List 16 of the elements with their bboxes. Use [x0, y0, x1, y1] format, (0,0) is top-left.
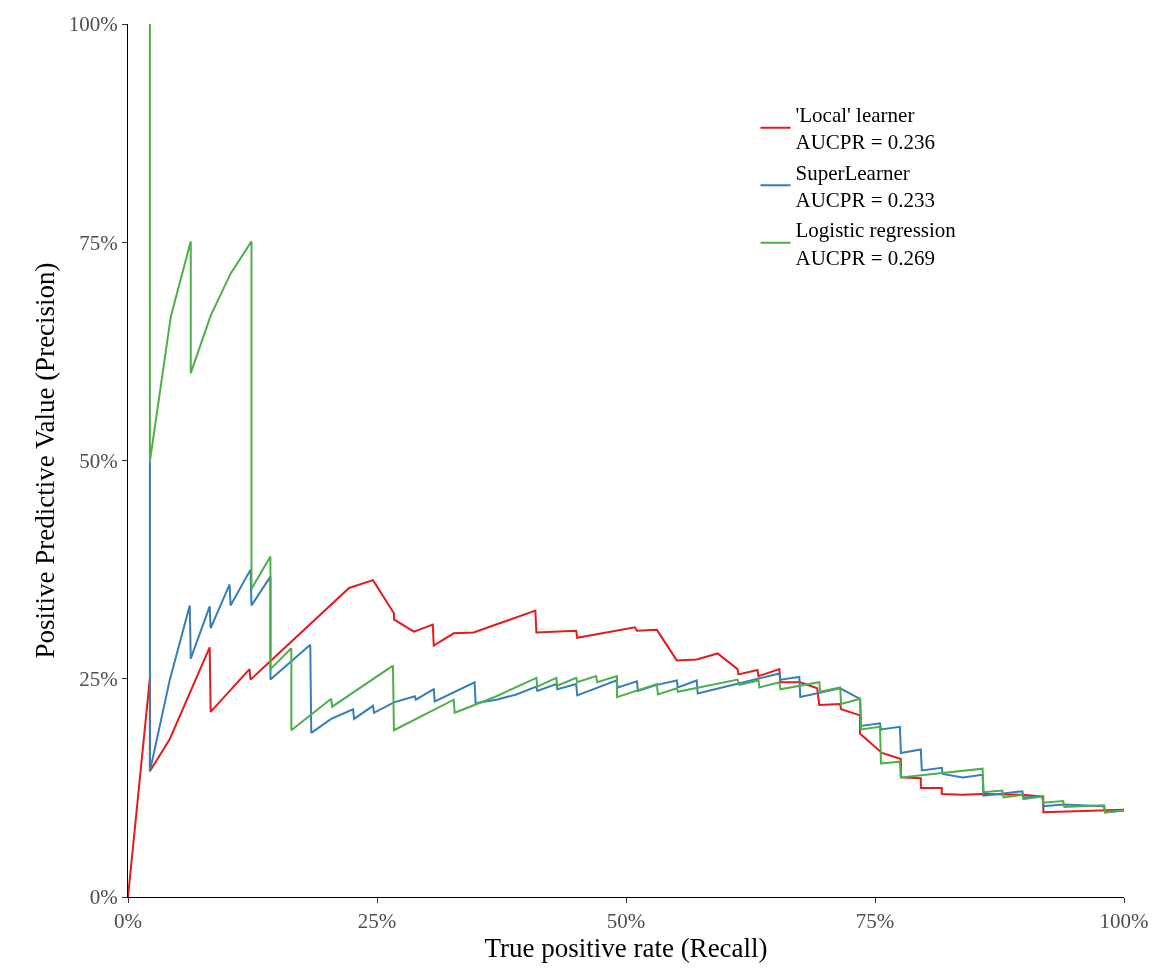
y-tick-label: 100% — [68, 12, 118, 37]
y-tick-label: 0% — [89, 885, 118, 910]
y-tick-label: 25% — [79, 667, 118, 692]
x-tick-label: 0% — [114, 909, 142, 934]
x-axis-title: True positive rate (Recall) — [484, 933, 768, 964]
x-tick-label: 75% — [855, 909, 895, 934]
legend-label: Logistic regression AUCPR = 0.269 — [795, 218, 957, 270]
legend-label: SuperLearner AUCPR = 0.233 — [795, 160, 936, 213]
y-tick-label: 50% — [79, 448, 118, 473]
y-tick-label: 75% — [79, 230, 118, 255]
line-series — [148, 24, 1124, 814]
x-tick-label: 100% — [1099, 909, 1149, 934]
legend-label: 'Local' learner AUCPR = 0.236 — [795, 103, 936, 155]
y-axis-title: Positive Predictive Value (Precision) — [29, 262, 60, 659]
x-tick-label: 50% — [606, 909, 646, 934]
x-tick-label: 25% — [357, 909, 397, 934]
